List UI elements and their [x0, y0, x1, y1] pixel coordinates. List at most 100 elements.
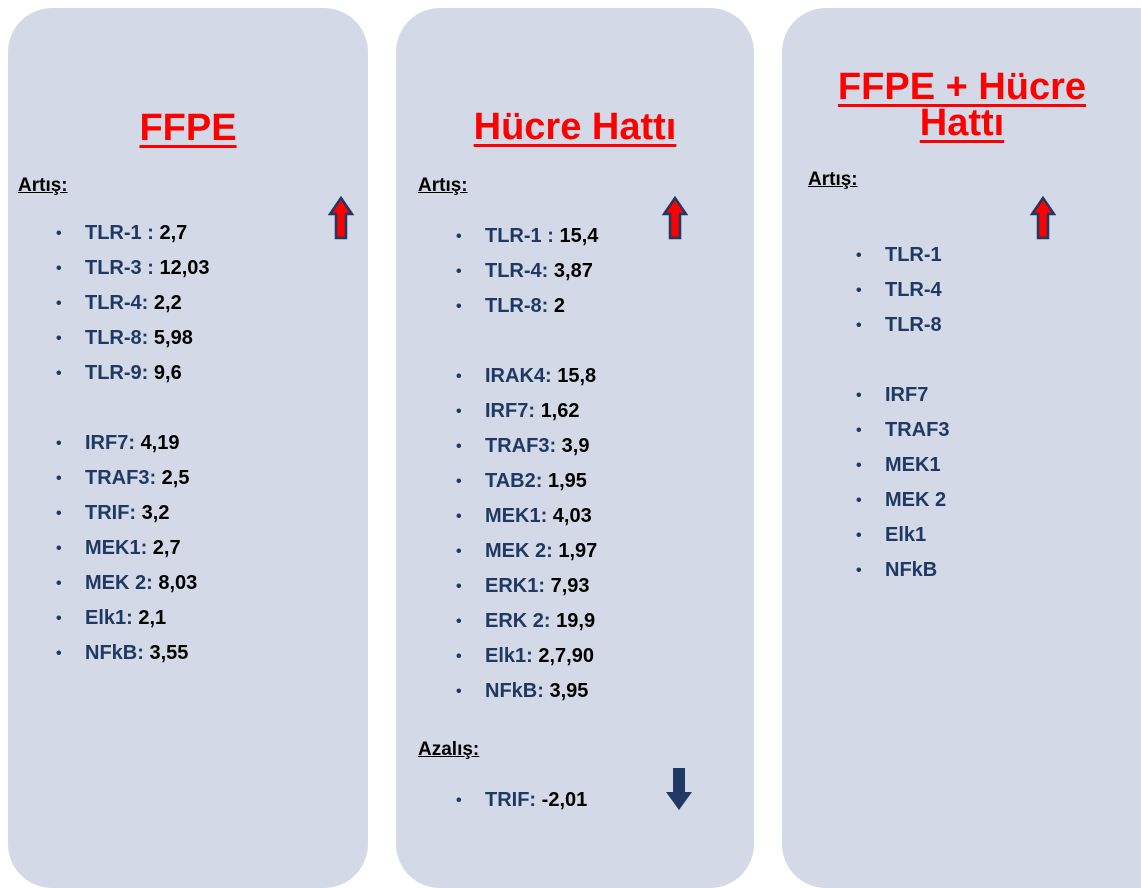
list-item: TRIF: -2,01: [418, 783, 598, 818]
item-value: 3,87: [553, 260, 593, 282]
item-value: 15,4: [559, 225, 599, 247]
item-name: IRF7: [885, 384, 929, 406]
section: Azalış: TRIF: -2,01: [418, 736, 598, 818]
item-name: TLR-3 :: [85, 257, 154, 279]
list-item: TRAF3: [818, 413, 949, 448]
groups: TLR-1 : 15,4TLR-4: 3,87TLR-8: 2 IRAK4: 15…: [418, 219, 598, 709]
item-name: ERK1:: [485, 575, 546, 597]
panel: Hücre Hattı Artış: TLR-1 : 15,4TLR-4: 3,8…: [396, 8, 754, 888]
list-item: TRAF3: 2,5: [18, 461, 210, 496]
item-value: 1,97: [558, 540, 598, 562]
item-name: Elk1:: [485, 645, 533, 667]
item-list: TLR-1 TLR-4 TLR-8: [818, 238, 949, 343]
item-name: TLR-4:: [85, 292, 149, 314]
list-item: NFkB: 3,95: [418, 674, 598, 709]
item-value: 8,03: [158, 572, 198, 594]
item-value: 2,1: [138, 607, 167, 629]
list-item: TLR-4: 3,87: [418, 254, 598, 289]
item-value: 2,2: [153, 292, 182, 314]
item-name: NFkB:: [85, 642, 144, 664]
panel-title: Hücre Hattı: [396, 105, 754, 149]
item-value: 2,5: [161, 467, 190, 489]
title-text: Hücre Hattı: [473, 106, 677, 148]
item-name: TRAF3:: [485, 435, 557, 457]
item-name: TAB2:: [485, 470, 543, 492]
list-item: MEK1: [818, 448, 949, 483]
item-value: 2: [553, 295, 566, 317]
list-item: IRF7: 1,62: [418, 394, 598, 429]
item-list: IRF7 TRAF3 MEK1 MEK 2 Elk1 NFkB: [818, 378, 949, 588]
list-item: MEK 2: 8,03: [18, 566, 210, 601]
section: Artış: TLR-1 : 15,4TLR-4: 3,87TLR-8: 2 IRA…: [418, 172, 598, 709]
item-list: IRF7: 4,19TRAF3: 2,5TRIF: 3,2MEK1: 2,7ME…: [18, 426, 210, 671]
list-item: TLR-4: 2,2: [18, 286, 210, 321]
panel: FFPE Artış:TLR-1 : 2,7TLR-3 : 12,03TLR-4…: [8, 8, 368, 888]
list-item: NFkB: [818, 553, 949, 588]
sections: Artış: TLR-1 : 15,4TLR-4: 3,87TLR-8: 2 IRA…: [418, 172, 598, 818]
item-name: ERK 2:: [485, 610, 551, 632]
up-arrow: [1030, 196, 1056, 240]
section-heading: Artış:: [808, 169, 858, 190]
list-item: Elk1: [818, 518, 949, 553]
item-name: MEK 2:: [85, 572, 153, 594]
item-name: MEK1:: [85, 537, 148, 559]
item-value: 1,95: [547, 470, 587, 492]
up-arrow: [662, 196, 688, 240]
item-value: 15,8: [557, 365, 597, 387]
sections: Artış:TLR-1 : 2,7TLR-3 : 12,03TLR-4: 2,2…: [18, 172, 210, 671]
list-item: IRAK4: 15,8: [418, 359, 598, 394]
item-name: Elk1:: [85, 607, 133, 629]
list-item: Elk1: 2,7,90: [418, 639, 598, 674]
panel-title: FFPE: [8, 106, 368, 150]
list-item: TLR-1: [818, 238, 949, 273]
item-value: 3,55: [149, 642, 189, 664]
panel: FFPE + Hücre Hattı Artış: TLR-1 TLR-4 TLR-8…: [782, 8, 1141, 888]
item-name: TLR-4: [885, 279, 942, 301]
item-value: 2,7: [159, 222, 188, 244]
list-item: TAB2: 1,95: [418, 464, 598, 499]
item-name: IRAK4:: [485, 365, 552, 387]
list-item: TLR-4: [818, 273, 949, 308]
section-heading: Artış:: [418, 175, 468, 196]
item-list: TRIF: -2,01: [418, 783, 598, 818]
item-value: 4,19: [140, 432, 180, 454]
slide: FFPE Artış:TLR-1 : 2,7TLR-3 : 12,03TLR-4…: [0, 0, 1141, 857]
item-name: NFkB:: [485, 680, 544, 702]
item-value: 3,9: [561, 435, 590, 457]
item-value: 9,6: [153, 362, 182, 384]
item-name: TRIF:: [485, 789, 537, 811]
item-value: 3,95: [549, 680, 589, 702]
list-item: TRAF3: 3,9: [418, 429, 598, 464]
list-item: MEK 2: [818, 483, 949, 518]
item-value: 4,03: [552, 505, 592, 527]
panel-title: FFPE + Hücre Hattı: [822, 66, 1102, 144]
list-item: TLR-9: 9,6: [18, 356, 210, 391]
item-name: TLR-1: [885, 244, 942, 266]
item-name: IRF7:: [85, 432, 135, 454]
item-value: 1,62: [540, 400, 580, 422]
list-item: MEK1: 2,7: [18, 531, 210, 566]
groups: TRIF: -2,01: [418, 783, 598, 818]
list-item: TLR-8: 2: [418, 289, 598, 324]
list-item: NFkB: 3,55: [18, 636, 210, 671]
item-value: 19,9: [556, 610, 596, 632]
item-value: 2,7: [152, 537, 181, 559]
title-text: FFPE + Hücre Hattı: [837, 66, 1087, 144]
item-value: 5,98: [153, 327, 193, 349]
list-item: Elk1: 2,1: [18, 601, 210, 636]
list-item: IRF7: 4,19: [18, 426, 210, 461]
up-arrow: [328, 196, 354, 240]
title-text: FFPE: [139, 107, 237, 149]
item-value: 12,03: [159, 257, 210, 279]
down-arrow: [666, 768, 692, 810]
item-name: TLR-1 :: [85, 222, 154, 244]
item-name: TRAF3: [885, 419, 950, 441]
item-name: MEK 2: [885, 489, 947, 511]
list-item: TLR-1 : 15,4: [418, 219, 598, 254]
item-name: TLR-9:: [85, 362, 149, 384]
section: Artış: TLR-1 TLR-4 TLR-8 IRF7 TRAF3 MEK1 MEK 2 E…: [808, 166, 949, 588]
list-item: MEK 2: 1,97: [418, 534, 598, 569]
item-value: 7,93: [550, 575, 590, 597]
item-name: Elk1: [885, 524, 927, 546]
item-list: TLR-1 : 15,4TLR-4: 3,87TLR-8: 2: [418, 219, 598, 324]
